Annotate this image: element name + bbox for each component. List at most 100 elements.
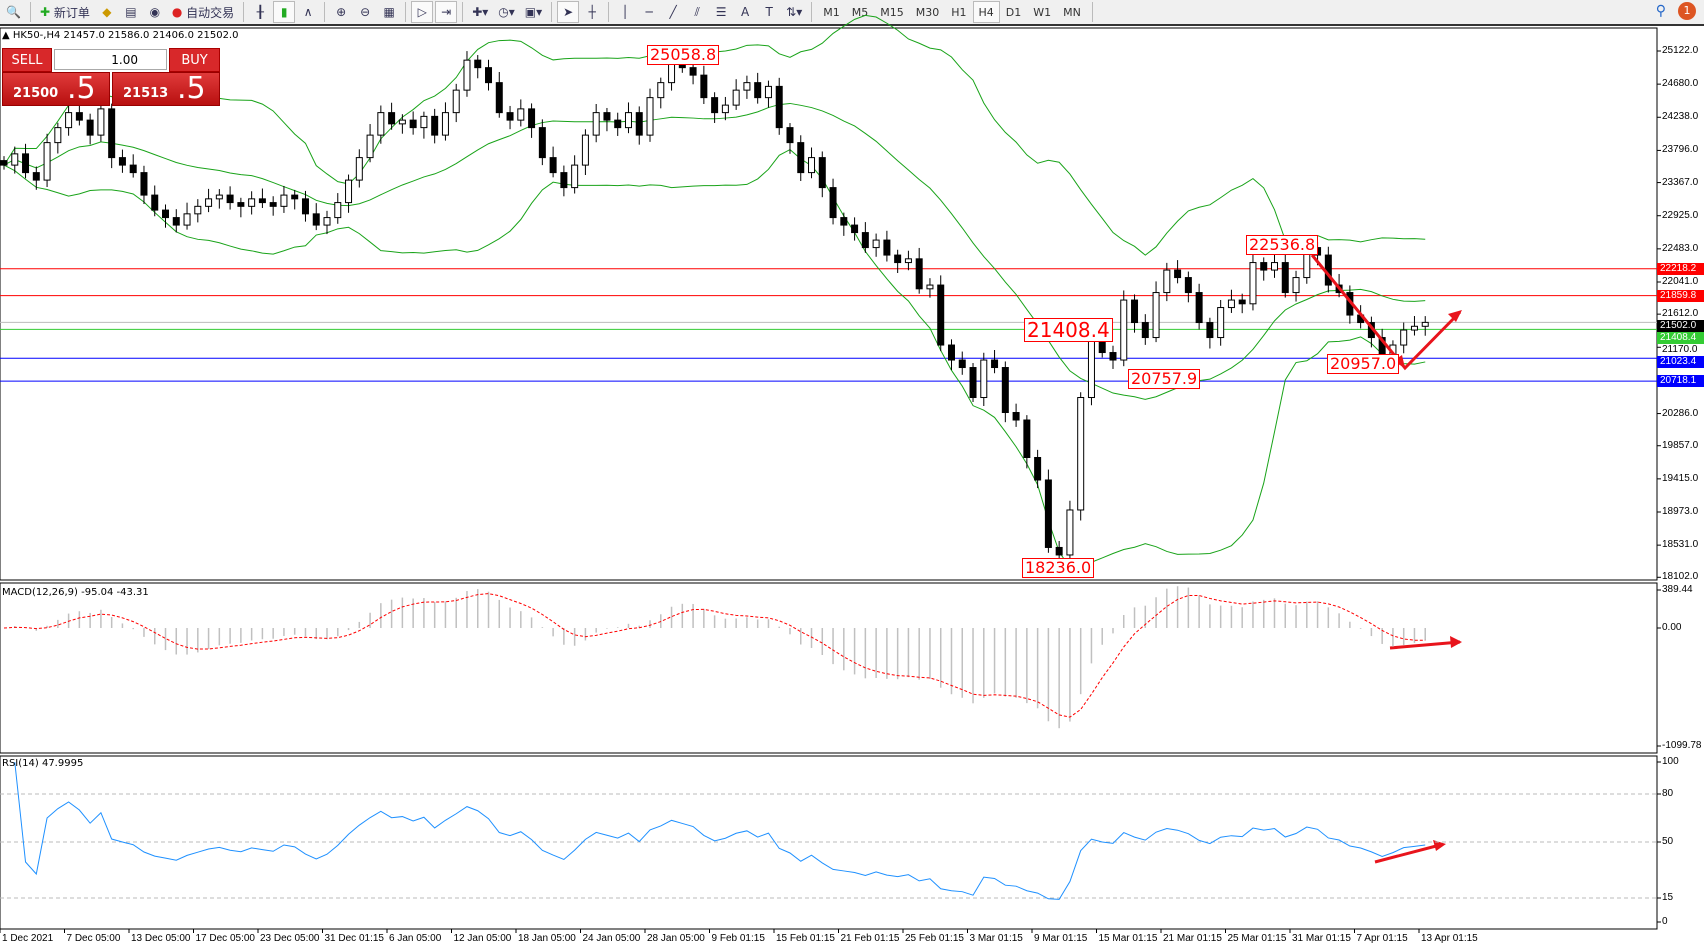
text-icon[interactable]: A bbox=[741, 5, 750, 19]
bollinger-lower bbox=[3, 148, 1426, 569]
price-tick-label: 24238.0 bbox=[1662, 111, 1699, 123]
bear-candle bbox=[937, 284, 945, 346]
bull-candle bbox=[1087, 337, 1095, 399]
fibonacci-icon[interactable]: ☰ bbox=[715, 5, 727, 19]
price-tick-label: 20286.0 bbox=[1662, 407, 1699, 419]
arrows-icon[interactable]: ⇅▾ bbox=[786, 5, 803, 19]
bear-candle bbox=[1023, 419, 1031, 458]
notification-badge[interactable]: 1 bbox=[1678, 2, 1696, 20]
buy-price[interactable]: 21513 .5 bbox=[112, 72, 220, 106]
price-tick-label: 19415.0 bbox=[1662, 472, 1699, 484]
annotation-label[interactable]: 20757.9 bbox=[1128, 369, 1201, 389]
bear-candle bbox=[474, 59, 482, 69]
bull-candle bbox=[43, 142, 51, 181]
sell-button[interactable]: SELL bbox=[2, 48, 52, 72]
rsi-title: RSI(14) 47.9995 bbox=[2, 758, 84, 769]
bear-candle bbox=[32, 172, 40, 181]
bull-candle bbox=[1077, 397, 1085, 511]
buy-button[interactable]: BUY bbox=[169, 48, 220, 72]
bull-candle bbox=[1152, 292, 1160, 339]
price-tag: 22218.2 bbox=[1657, 262, 1704, 275]
candlestick-icon[interactable]: ▮ bbox=[273, 1, 296, 23]
bear-candle bbox=[118, 157, 126, 166]
timeframe-m30[interactable]: M30 bbox=[915, 5, 940, 19]
macd-arrow bbox=[1389, 640, 1461, 650]
annotation-low[interactable]: 18236.0 bbox=[1022, 558, 1095, 578]
date-tick-label: 9 Mar 01:15 bbox=[1034, 933, 1088, 944]
rsi-line bbox=[14, 761, 1426, 900]
rsi-tick-label: 100 bbox=[1662, 756, 1679, 767]
trend-arrow bbox=[1310, 254, 1462, 371]
annotation-label[interactable]: 20957.0 bbox=[1327, 354, 1400, 374]
annotation-high[interactable]: 25058.8 bbox=[647, 45, 720, 65]
zoom-in-icon[interactable]: ⊕ bbox=[336, 5, 347, 19]
bear-candle bbox=[312, 213, 320, 226]
date-tick-label: 12 Jan 05:00 bbox=[453, 933, 512, 944]
templates-icon[interactable]: ▣▾ bbox=[524, 5, 543, 19]
bear-candle bbox=[711, 97, 719, 114]
bull-candle bbox=[1400, 329, 1408, 346]
bar-chart-icon[interactable]: ╂ bbox=[256, 5, 264, 19]
one-click-trading-panel: SELL 1.00 BUY 21500 .5 21513 .5 bbox=[2, 48, 220, 106]
bear-candle bbox=[129, 164, 137, 174]
bull-candle bbox=[517, 108, 525, 121]
timeframe-d1[interactable]: D1 bbox=[1005, 5, 1022, 19]
market-watch-icon[interactable]: ◆ bbox=[102, 5, 112, 19]
bull-candle bbox=[398, 119, 406, 125]
trendline-icon[interactable]: ╱ bbox=[669, 5, 677, 19]
bear-candle bbox=[1184, 277, 1192, 294]
bear-candle bbox=[151, 194, 159, 211]
timeframe-h4[interactable]: H4 bbox=[972, 1, 1000, 23]
vertical-line-icon[interactable]: │ bbox=[621, 5, 629, 19]
bear-candle bbox=[958, 359, 966, 369]
navigator-icon[interactable]: ▤ bbox=[125, 5, 137, 19]
annotation-label[interactable]: 21408.4 bbox=[1024, 318, 1113, 342]
auto-trading-icon: ● bbox=[171, 5, 183, 19]
main-pane bbox=[0, 27, 1658, 581]
zoom-out-icon[interactable]: ⊖ bbox=[360, 5, 371, 19]
bear-candle bbox=[269, 202, 277, 207]
bull-candle bbox=[54, 127, 62, 144]
line-chart-icon[interactable]: ∧ bbox=[303, 5, 313, 19]
chart-shift-icon[interactable]: ⇥ bbox=[435, 1, 458, 23]
bear-candle bbox=[603, 112, 611, 121]
macd-tick-label: 0.00 bbox=[1662, 622, 1682, 633]
timeframe-mn[interactable]: MN bbox=[1063, 5, 1081, 19]
signals-icon[interactable]: ◉ bbox=[149, 5, 161, 19]
new-order-button[interactable]: ✚ 新订单 bbox=[36, 1, 94, 23]
timeframe-m1[interactable]: M1 bbox=[823, 5, 840, 19]
tile-windows-icon[interactable]: ▦ bbox=[383, 5, 395, 19]
cursor-icon[interactable]: ➤ bbox=[557, 1, 580, 23]
text-label-icon[interactable]: T bbox=[765, 5, 773, 19]
bear-candle bbox=[797, 142, 805, 174]
auto-scroll-icon[interactable]: ▷ bbox=[411, 1, 434, 23]
timeframe-w1[interactable]: W1 bbox=[1033, 5, 1052, 19]
timeframe-h1[interactable]: H1 bbox=[951, 5, 967, 19]
periods-icon[interactable]: ◷▾ bbox=[498, 5, 515, 19]
bull-candle bbox=[215, 194, 223, 200]
sell-price[interactable]: 21500 .5 bbox=[2, 72, 110, 106]
horizontal-line-icon[interactable]: ─ bbox=[645, 5, 653, 19]
bull-candle bbox=[926, 284, 934, 290]
lot-size-input[interactable]: 1.00 bbox=[54, 49, 167, 70]
timeframe-m5[interactable]: M5 bbox=[851, 5, 869, 19]
timeframe-m15[interactable]: M15 bbox=[880, 5, 904, 19]
crosshair-icon[interactable]: ┼ bbox=[588, 5, 596, 19]
auto-trading-button[interactable]: ● 自动交易 bbox=[168, 1, 238, 23]
search-icon[interactable]: ⚲ bbox=[1655, 3, 1666, 19]
price-tick-label: 19857.0 bbox=[1662, 439, 1699, 451]
bear-candle bbox=[1109, 352, 1117, 361]
indicators-icon[interactable]: ✚▾ bbox=[472, 5, 489, 19]
annotation-label[interactable]: 22536.8 bbox=[1246, 235, 1319, 255]
date-tick-label: 6 Jan 05:00 bbox=[389, 933, 442, 944]
zoom-icon[interactable]: 🔍 bbox=[6, 5, 21, 19]
bull-candle bbox=[194, 205, 202, 215]
bull-candle bbox=[366, 134, 374, 159]
bull-candle bbox=[592, 112, 600, 136]
bear-candle bbox=[162, 209, 170, 219]
date-tick-label: 9 Feb 01:15 bbox=[711, 933, 765, 944]
channel-icon[interactable]: ⫽ bbox=[694, 4, 700, 19]
bear-candle bbox=[485, 67, 493, 84]
bull-candle bbox=[334, 202, 342, 219]
